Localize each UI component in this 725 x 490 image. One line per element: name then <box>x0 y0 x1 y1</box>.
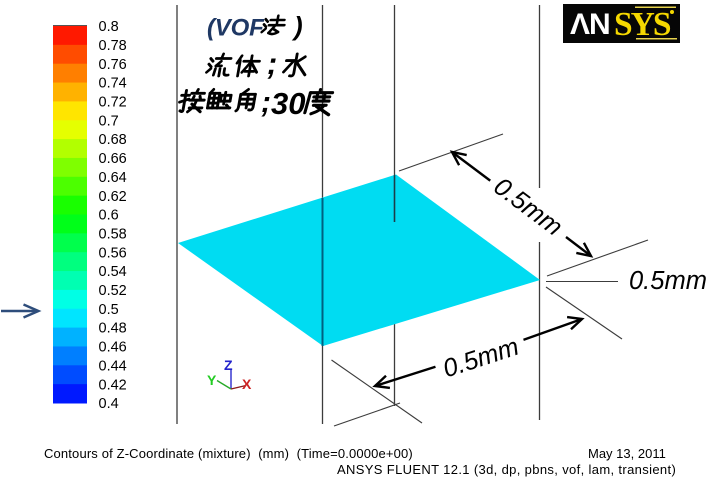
svg-text:30: 30 <box>271 86 305 121</box>
svg-text:0.64: 0.64 <box>99 170 127 186</box>
svg-text:0.78: 0.78 <box>99 38 127 54</box>
svg-text:(VOF: (VOF <box>207 15 265 42</box>
svg-text:0.74: 0.74 <box>99 76 127 92</box>
svg-text:;: ; <box>261 86 271 119</box>
svg-text:0.62: 0.62 <box>99 189 127 205</box>
svg-text:0.44: 0.44 <box>99 358 127 374</box>
svg-text:0.5mm: 0.5mm <box>440 333 523 384</box>
svg-text:Z: Z <box>224 357 233 373</box>
svg-text:0.5mm: 0.5mm <box>488 172 567 241</box>
svg-text:0.7: 0.7 <box>99 113 119 129</box>
svg-text:0.6: 0.6 <box>99 208 119 224</box>
svg-text:ANSYS FLUENT 12.1 (3d, dp, pbn: ANSYS FLUENT 12.1 (3d, dp, pbns, vof, la… <box>337 462 676 477</box>
svg-text:0.48: 0.48 <box>99 321 127 337</box>
svg-text:0.42: 0.42 <box>99 377 127 393</box>
svg-text:Y: Y <box>207 372 217 388</box>
svg-text:0.52: 0.52 <box>99 283 127 299</box>
svg-text:0.5mm: 0.5mm <box>629 267 707 295</box>
svg-text:0.76: 0.76 <box>99 57 127 73</box>
svg-text:Contours of Z-Coordinate (mixt: Contours of Z-Coordinate (mixture) (mm) … <box>44 446 413 461</box>
svg-text:): ) <box>291 11 303 41</box>
svg-text:0.72: 0.72 <box>99 95 127 111</box>
svg-text:ΛN: ΛN <box>570 8 610 41</box>
svg-text:0.54: 0.54 <box>99 264 127 280</box>
svg-text:0.58: 0.58 <box>99 226 127 242</box>
svg-text:0.5: 0.5 <box>99 302 119 318</box>
svg-text:May 13, 2011: May 13, 2011 <box>588 446 666 461</box>
svg-text:0.68: 0.68 <box>99 132 127 148</box>
svg-text:0.46: 0.46 <box>99 340 127 356</box>
svg-text:;: ; <box>267 46 277 81</box>
svg-text:0.8: 0.8 <box>99 19 119 35</box>
svg-text:0.66: 0.66 <box>99 151 127 167</box>
svg-text:SYS: SYS <box>614 6 671 43</box>
svg-text:0.56: 0.56 <box>99 245 127 261</box>
svg-text:0.4: 0.4 <box>99 396 119 412</box>
svg-text:X: X <box>242 376 252 392</box>
